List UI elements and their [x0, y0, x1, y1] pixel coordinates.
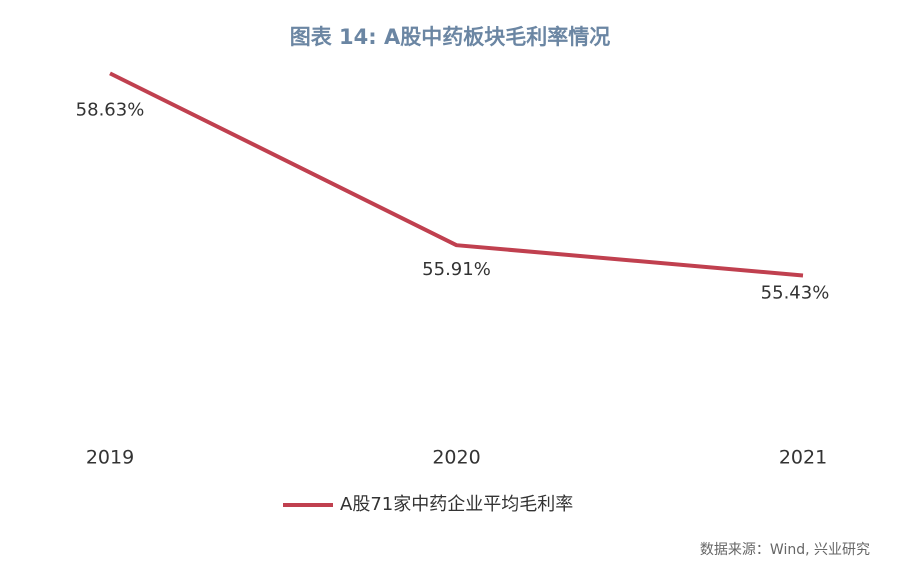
source-note: 数据来源：Wind, 兴业研究	[700, 542, 870, 558]
chart-title: 图表 14: A股中药板块毛利率情况	[290, 25, 611, 49]
x-tick-label: 2019	[86, 447, 134, 469]
x-tick-label: 2021	[779, 447, 827, 469]
x-tick-label: 2020	[432, 447, 480, 469]
data-label: 55.91%	[422, 259, 491, 280]
legend-label: A股71家中药企业平均毛利率	[340, 494, 573, 515]
data-label: 58.63%	[76, 99, 145, 120]
data-label: 55.43%	[761, 283, 830, 304]
data-line	[109, 71, 804, 278]
